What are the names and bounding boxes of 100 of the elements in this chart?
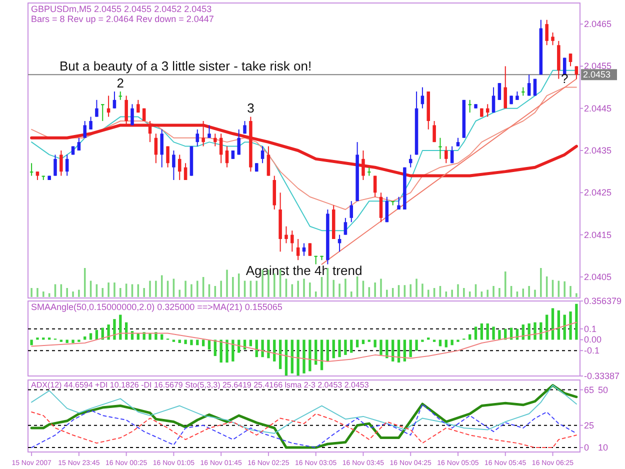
candlestick — [397, 196, 400, 210]
bar — [290, 340, 294, 374]
y-tick-label: 2.0425 — [584, 188, 612, 198]
candlestick — [30, 162, 34, 176]
y-tick-label: 0 — [584, 442, 590, 453]
annotation: 2 — [116, 75, 124, 90]
bar — [278, 340, 282, 370]
bar — [415, 340, 418, 351]
candlestick — [65, 154, 69, 176]
candlestick — [420, 86, 424, 109]
candlestick — [83, 120, 86, 138]
bar — [444, 340, 448, 348]
y-tick-label: 2.0455 — [584, 61, 612, 72]
bar — [563, 314, 566, 340]
candlestick — [184, 162, 188, 180]
candlestick — [237, 128, 240, 156]
bar — [498, 330, 501, 340]
candlestick — [219, 133, 223, 164]
candlestick — [266, 146, 270, 176]
bar — [397, 340, 400, 363]
bar — [474, 326, 478, 340]
bar — [332, 340, 335, 358]
candlestick — [290, 230, 294, 252]
candlestick — [468, 99, 472, 114]
candlestick — [385, 196, 389, 223]
candlestick — [136, 99, 140, 114]
bar — [196, 340, 199, 346]
bar — [350, 340, 353, 353]
candlestick — [89, 116, 92, 130]
y-tick-label: -0.33387 — [584, 371, 620, 381]
bar — [575, 304, 578, 340]
bar — [284, 340, 288, 376]
line-series — [31, 86, 577, 210]
y2-tick-label: 10 — [598, 442, 608, 453]
candlestick — [243, 120, 246, 134]
candlestick — [432, 120, 436, 143]
candlestick — [568, 53, 572, 67]
bar — [226, 340, 228, 363]
y-tick-label: 2.0435 — [584, 146, 612, 156]
bar — [344, 340, 347, 355]
annotation: 3 — [247, 100, 254, 116]
bar — [267, 340, 270, 358]
bar — [326, 340, 330, 362]
y-tick-label: 2.0415 — [584, 230, 612, 240]
candlestick — [438, 137, 442, 160]
bar — [273, 340, 276, 362]
bar — [362, 340, 365, 344]
candlestick — [574, 66, 578, 80]
bar — [302, 340, 306, 374]
bar — [178, 340, 181, 343]
line-series — [31, 404, 577, 448]
candlestick — [172, 150, 176, 180]
bar — [374, 340, 376, 348]
candlestick — [545, 19, 548, 46]
candlestick — [112, 91, 116, 109]
candlestick — [260, 146, 264, 164]
candlestick — [130, 104, 134, 126]
chart-title: GBPUSDm,M5 2.0455 2.0455 2.0452 2.0453 — [31, 4, 212, 14]
bar — [386, 340, 388, 358]
bar — [492, 326, 495, 340]
candlestick — [214, 133, 217, 147]
bar — [119, 314, 122, 340]
candlestick — [498, 82, 502, 100]
candlestick — [154, 133, 158, 164]
candlestick — [492, 86, 496, 114]
bar — [220, 340, 222, 363]
bar — [320, 340, 324, 370]
bar — [107, 324, 110, 340]
text: Bars = 8 Rev up = 2.0464 Rev down = 2.0447 — [31, 14, 214, 24]
line-series — [31, 412, 577, 448]
bar — [184, 340, 187, 344]
bar — [338, 340, 341, 358]
bar — [202, 340, 205, 346]
candlestick — [77, 137, 81, 151]
bar — [486, 323, 489, 340]
line-series — [31, 322, 577, 362]
bar — [66, 340, 68, 343]
bar — [356, 340, 359, 348]
candlestick — [166, 146, 170, 168]
candlestick — [284, 226, 288, 244]
bar — [89, 333, 92, 340]
annotation: But a beauty of a 3 little sister - take risk on! — [59, 58, 312, 74]
candlestick — [344, 217, 348, 236]
bar — [534, 322, 536, 340]
bar — [308, 340, 312, 372]
bar — [314, 340, 318, 365]
bar — [438, 340, 442, 346]
ref-line-label: 2.0453 — [583, 70, 611, 80]
bar — [261, 340, 264, 358]
bar — [392, 340, 394, 362]
bar — [232, 340, 234, 362]
candlestick — [225, 146, 229, 168]
candlestick — [551, 32, 554, 46]
candlestick — [308, 242, 312, 256]
bar — [113, 319, 116, 340]
bar — [380, 340, 382, 355]
chart-title: SMAAngle(50,0.15000000,2.0) 0.325000 ==>MA(21) 0.155065 — [31, 302, 282, 312]
bar — [551, 308, 554, 340]
candlestick — [54, 154, 57, 176]
candlestick — [296, 238, 300, 261]
